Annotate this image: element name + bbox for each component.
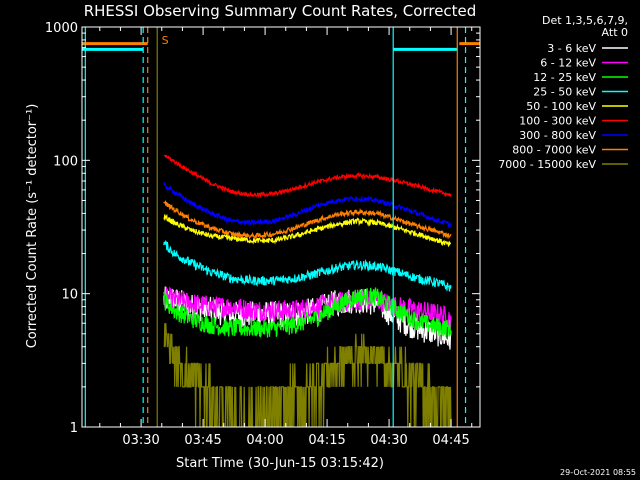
legend-label: 300 - 800 keV	[519, 129, 596, 142]
x-tick-label: 04:15	[308, 433, 345, 448]
legend-label: 6 - 12 keV	[540, 57, 596, 70]
plot-frame	[81, 26, 481, 428]
legend-subheader: Att 0	[602, 26, 628, 39]
legend-header: Det 1,3,5,6,7,9,	[542, 14, 628, 27]
x-axis-label: Start Time (30-Jun-15 03:15:42)	[176, 456, 384, 471]
legend-label: 25 - 50 keV	[533, 86, 596, 99]
x-tick-label: 04:00	[246, 433, 283, 448]
y-tick-label: 1000	[45, 21, 78, 36]
legend-label: 50 - 100 keV	[526, 100, 596, 113]
series-line-300-800keV	[163, 181, 452, 228]
series-layer	[163, 154, 452, 427]
series-line-25-50keV	[163, 239, 452, 292]
series-line-3-6keV	[163, 286, 452, 350]
x-tick-label: 04:30	[370, 433, 407, 448]
series-line-7000-15000keV	[163, 323, 452, 427]
overlay-layer	[82, 27, 480, 427]
y-axis-label: Corrected Count Rate (s⁻¹ detector⁻¹)	[25, 104, 40, 349]
legend-label: 3 - 6 keV	[547, 42, 596, 55]
y-tick-label: 10	[61, 288, 78, 303]
legend-label: 100 - 300 keV	[519, 115, 596, 128]
chart-title: RHESSI Observing Summary Count Rates, Co…	[84, 2, 477, 20]
footer-date: 29-Oct-2021 08:55	[560, 468, 636, 477]
series-line-50-100keV	[163, 214, 451, 248]
series-line-12-25keV	[163, 287, 452, 339]
legend-label: 7000 - 15000 keV	[498, 158, 596, 171]
x-tick-label: 03:30	[122, 433, 159, 448]
y-tick-label: 100	[53, 154, 78, 169]
series-line-6-12keV	[163, 286, 452, 329]
series-line-100-300keV	[163, 154, 452, 199]
state-marker-label: S	[162, 34, 169, 47]
y-tick-label: 1	[70, 421, 78, 436]
x-tick-label: 04:45	[432, 433, 469, 448]
x-tick-label: 03:45	[184, 433, 221, 448]
legend-label: 12 - 25 keV	[533, 71, 596, 84]
series-line-800-7000keV	[163, 199, 452, 240]
axis-layer: 03:30 03:45 04:00 04:15 04:30 04:45 1 10 100 1000…	[45, 21, 480, 448]
legend: Det 1,3,5,6,7,9, Att 0 3 - 6 keV 6 - 12 k…	[498, 14, 628, 171]
legend-label: 800 - 7000 keV	[512, 144, 596, 157]
